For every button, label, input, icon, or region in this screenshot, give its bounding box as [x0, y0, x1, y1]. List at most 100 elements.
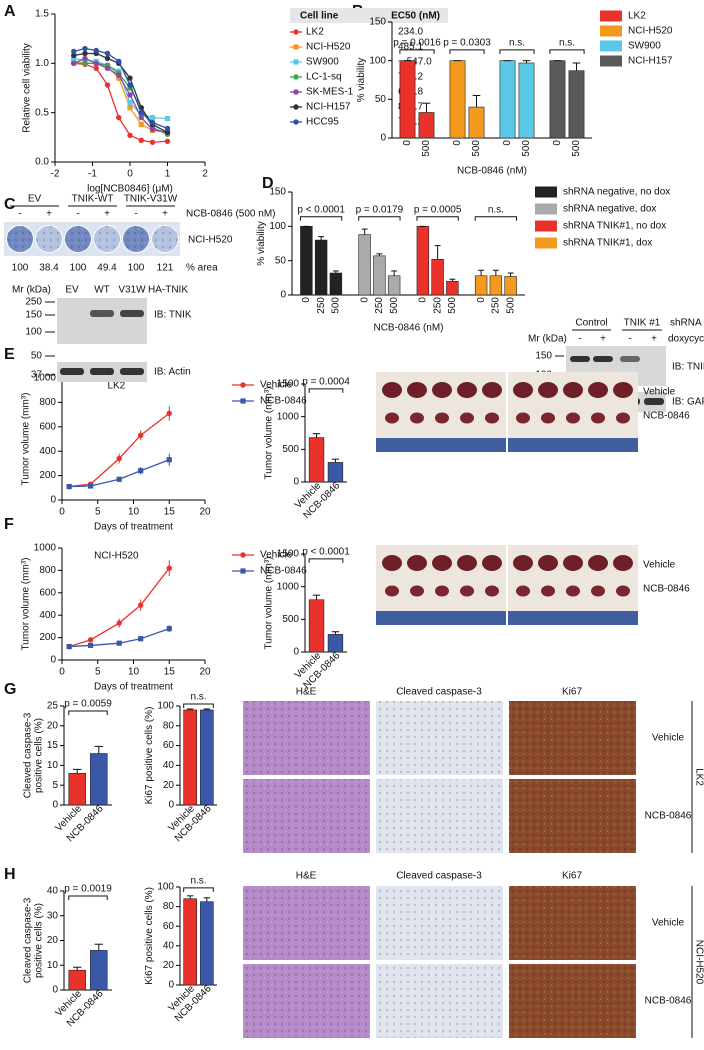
column-header: H&E: [296, 871, 317, 882]
x-tick-label: 15: [164, 507, 176, 518]
y-tick-label: 200: [39, 470, 56, 481]
y-tick-label: 80: [163, 720, 175, 731]
significance-bracket: [299, 216, 343, 221]
y-axis-label: Relative cell viability: [22, 43, 33, 132]
sign: -: [76, 209, 79, 220]
tumor: [541, 585, 555, 597]
marker: [93, 65, 99, 71]
tumor: [591, 585, 605, 597]
bar: [468, 106, 485, 139]
x-tick-label: 250: [374, 297, 385, 314]
y-tick-label: 40: [163, 760, 175, 771]
area-value: 121: [157, 263, 174, 274]
marker: [93, 47, 99, 54]
significance-bracket: [183, 887, 214, 892]
x-tick-label: 0: [359, 297, 370, 303]
annotation: p = 0.0016: [393, 37, 441, 48]
x-tick-label: 250: [432, 297, 443, 314]
tumor: [432, 382, 452, 398]
marker: [71, 60, 77, 67]
x-tick-label: 5: [95, 667, 101, 678]
table-cell: 234.0: [398, 27, 423, 38]
marker: [149, 119, 156, 126]
tumor: [541, 412, 555, 424]
marker: [116, 455, 122, 462]
y-tick-label: 600: [39, 587, 56, 598]
marker: [293, 29, 299, 35]
tumor: [385, 412, 399, 424]
y-tick-label: 0: [168, 980, 174, 991]
band: [120, 368, 144, 375]
table-cell: SW900: [306, 57, 339, 68]
mw-marker: 50: [31, 351, 43, 362]
group-label: Control: [575, 318, 607, 329]
marker: [240, 398, 246, 404]
band: [593, 356, 613, 362]
y-tick-label: 0.0: [35, 157, 49, 168]
x-axis-label: NCB-0846 (nM): [373, 323, 443, 334]
panel-label: F: [4, 516, 14, 533]
annotation: p = 0.0004: [302, 377, 350, 388]
y-tick-label: 600: [39, 421, 56, 432]
tumor: [482, 555, 502, 571]
histology-texture: [376, 964, 503, 1038]
marker: [166, 410, 172, 417]
column-header: Ki67: [562, 871, 582, 882]
x-tick-label: 0: [402, 140, 413, 146]
histology-texture: [243, 701, 370, 775]
table-cell: NCI-H520: [306, 42, 351, 53]
y-tick-label: 10: [47, 760, 59, 771]
bar: [446, 280, 459, 296]
well-texture: [64, 225, 92, 253]
marker: [166, 626, 172, 632]
x-tick-label: 0: [552, 140, 563, 146]
cell-line-label: LK2: [693, 768, 704, 786]
probe-label: IB: TNIK: [154, 310, 192, 321]
area-value: 100: [70, 263, 87, 274]
bar: [499, 60, 516, 139]
histology-texture: [509, 886, 636, 960]
sign: +: [46, 209, 52, 220]
photo-label: Vehicle: [643, 560, 676, 571]
marker: [104, 82, 111, 88]
probe-label: IB: TNIK: [672, 362, 704, 373]
y-tick-label: 150: [369, 17, 386, 28]
marker: [149, 139, 156, 145]
y-axis-label: Ki67 positive cells (%): [144, 887, 155, 985]
significance-bracket: [499, 49, 535, 54]
band: [90, 310, 114, 317]
marker: [88, 483, 94, 489]
table-cell: SK-MES-1: [306, 87, 354, 98]
y-tick-label: 100: [157, 701, 174, 712]
x-tick-label: 20: [199, 667, 211, 678]
panel-label: E: [4, 346, 15, 363]
tumor: [538, 382, 558, 398]
y-tick-label: 20: [47, 720, 59, 731]
annotation: n.s.: [509, 37, 525, 48]
annotation: n.s.: [559, 37, 575, 48]
marker: [116, 58, 122, 65]
column-header: Cleaved caspase-3: [396, 687, 482, 698]
y-tick-label: 800: [39, 397, 56, 408]
marker: [164, 138, 171, 144]
significance-bracket: [308, 558, 344, 563]
shrna-label: shRNA: [670, 318, 702, 329]
sign: -: [578, 334, 581, 345]
marker: [293, 119, 299, 125]
y-axis-label: positive cells (%): [34, 718, 45, 793]
tumor: [563, 555, 583, 571]
bar: [90, 753, 108, 806]
series-line: [73, 57, 168, 120]
y-axis-label: Cleaved caspase-3: [23, 897, 34, 983]
y-tick-label: 500: [282, 444, 299, 455]
annotation: n.s.: [488, 204, 504, 215]
tumor: [432, 555, 452, 571]
probe-label: IB: GAPDH: [672, 397, 704, 408]
x-tick-label: 10: [128, 667, 140, 678]
histology-texture: [243, 964, 370, 1038]
annotation: p = 0.0059: [64, 699, 112, 710]
x-tick-label: 0: [127, 169, 133, 180]
x-tick-label: 250: [491, 297, 502, 314]
table-cell: HCC95: [306, 117, 339, 128]
